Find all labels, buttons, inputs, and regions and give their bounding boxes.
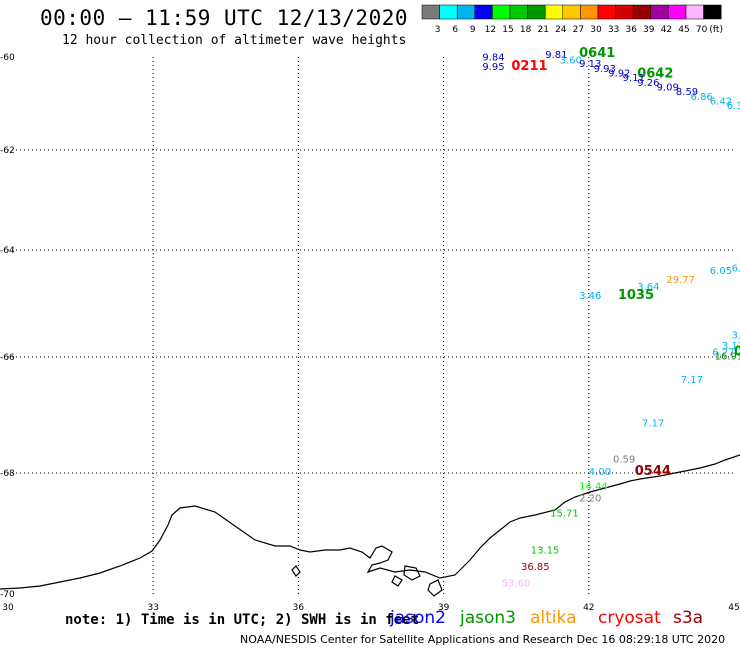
legend-bin-label: 3 xyxy=(435,25,441,35)
latitude-tick-label: -64 xyxy=(0,246,15,256)
pass-time-label: 0642 xyxy=(637,66,673,81)
wave-height-label: 6. xyxy=(732,263,740,274)
satellite-name-cryosat: cryosat xyxy=(598,608,661,628)
satellite-name-jason3: jason3 xyxy=(460,608,516,628)
legend-bin-label: 9 xyxy=(470,25,476,35)
wave-height-label: 3.13 xyxy=(722,341,740,352)
island-outline xyxy=(291,565,301,577)
wave-height-label: 6.27 xyxy=(712,347,734,358)
longitude-tick-label: 39 xyxy=(438,603,450,610)
island-outline xyxy=(427,579,443,597)
wave-height-label: 9.84 xyxy=(482,53,504,64)
wave-height-label: 16.91 xyxy=(715,351,740,362)
pass-time-label: 1035 xyxy=(618,288,654,303)
wave-height-label: 6.3 xyxy=(727,101,740,112)
pass-time-label: 0 xyxy=(734,344,740,359)
island-outline xyxy=(391,575,403,587)
wave-height-label: 6.42 xyxy=(710,96,732,107)
longitude-tick-label: 33 xyxy=(147,603,158,610)
wave-height-label: 9.09 xyxy=(657,82,679,93)
footer-credit: NOAA/NESDIS Center for Satellite Applica… xyxy=(240,633,726,646)
latitude-tick-label: -70 xyxy=(0,590,15,600)
wave-height-label: 36.85 xyxy=(521,562,550,573)
legend-bin-label: 45 xyxy=(678,25,689,35)
legend-bin-label: 6 xyxy=(452,25,458,35)
wave-height-label: 15.71 xyxy=(550,509,579,520)
satellite-name-s3a: s3a xyxy=(673,608,704,628)
island-outline xyxy=(403,565,421,581)
axis-ticks: 30 33 36 39 42 45 -60 -62 -64 -66 -68 -70 xyxy=(0,53,740,610)
wave-height-label: 9.93 xyxy=(594,64,616,75)
legend-bin-label: 39 xyxy=(643,25,655,35)
wave-height-label: 13.15 xyxy=(531,545,560,556)
legend-bin-label: 18 xyxy=(520,25,532,35)
legend-bin-label: 21 xyxy=(537,25,548,35)
wave-height-label: 3.0 xyxy=(732,330,740,341)
wave-height-label: 9.92 xyxy=(608,69,630,80)
wave-height-label: 29.77 xyxy=(666,275,695,286)
graticule xyxy=(8,57,734,594)
footer-note: note: 1) Time is in UTC; 2) SWH is in fe… xyxy=(65,612,420,628)
legend-bin-label: 30 xyxy=(590,25,602,35)
satellite-name-jason2: jason2 xyxy=(390,608,446,628)
antarctic-coastline xyxy=(0,454,740,590)
legend-bin-label: 33 xyxy=(608,25,619,35)
wave-height-label: 14.44 xyxy=(579,481,608,492)
legend-unit-label: (ft) xyxy=(709,25,723,35)
wave-height-label: 3.60 xyxy=(560,56,582,67)
pass-time-label: 0211 xyxy=(511,59,547,74)
wave-height-label: 4.00 xyxy=(589,467,611,478)
longitude-tick-label: 30 xyxy=(2,603,14,610)
legend-bin-label: 70 xyxy=(696,25,708,35)
page-subtitle: 12 hour collection of altimeter wave hei… xyxy=(62,33,407,48)
wave-height-label: 3.46 xyxy=(579,291,601,302)
wave-height-label: 0.59 xyxy=(613,455,635,466)
wave-height-label: 7.17 xyxy=(642,419,664,430)
wave-height-label: 6.86 xyxy=(690,92,712,103)
satellite-name-altika: altika xyxy=(530,608,577,628)
legend-bin-label: 12 xyxy=(485,25,496,35)
wave-height-label: 9.26 xyxy=(637,78,659,89)
map-panel: 30 33 36 39 42 45 -60 -62 -64 -66 -68 -70 9.849.95 0… xyxy=(0,46,740,610)
legend-bin-label: 24 xyxy=(555,25,567,35)
legend-bin-label: 15 xyxy=(502,25,513,35)
longitude-tick-label: 45 xyxy=(728,603,739,610)
pass-time-label: 0544 xyxy=(635,464,671,479)
legend-bin-label: 42 xyxy=(661,25,672,35)
wave-height-label: 9.95 xyxy=(482,62,504,73)
wave-height-label: 9.81 xyxy=(545,50,567,61)
wave-height-label: 8.59 xyxy=(676,87,698,98)
latitude-tick-label: -66 xyxy=(0,353,15,363)
longitude-tick-label: 36 xyxy=(293,603,305,610)
wave-height-label: 53.60 xyxy=(502,579,531,590)
color-legend: 3 6 9 12 15 18 21 24 27 30 33 36 39 42 45 70 (ft) xyxy=(421,4,723,35)
wave-height-label: 6.05 xyxy=(710,266,732,277)
longitude-tick-label: 42 xyxy=(583,603,594,610)
legend-bin-label: 36 xyxy=(625,25,637,35)
wave-height-label: 9.11 xyxy=(623,73,645,84)
wave-height-label: 9.13 xyxy=(579,59,601,70)
page-title: 00:00 – 11:59 UTC 12/13/2020 xyxy=(40,6,409,30)
legend-bin-label: 27 xyxy=(573,25,584,35)
legend-swatch xyxy=(703,4,722,20)
wave-height-label: 7.17 xyxy=(681,375,703,386)
wave-height-label: 3.64 xyxy=(637,282,659,293)
latitude-tick-label: -62 xyxy=(0,146,15,156)
pass-time-label: 0641 xyxy=(579,46,615,61)
latitude-tick-label: -60 xyxy=(0,53,15,63)
latitude-tick-label: -68 xyxy=(0,469,15,479)
wave-height-label: 2.20 xyxy=(579,493,601,504)
